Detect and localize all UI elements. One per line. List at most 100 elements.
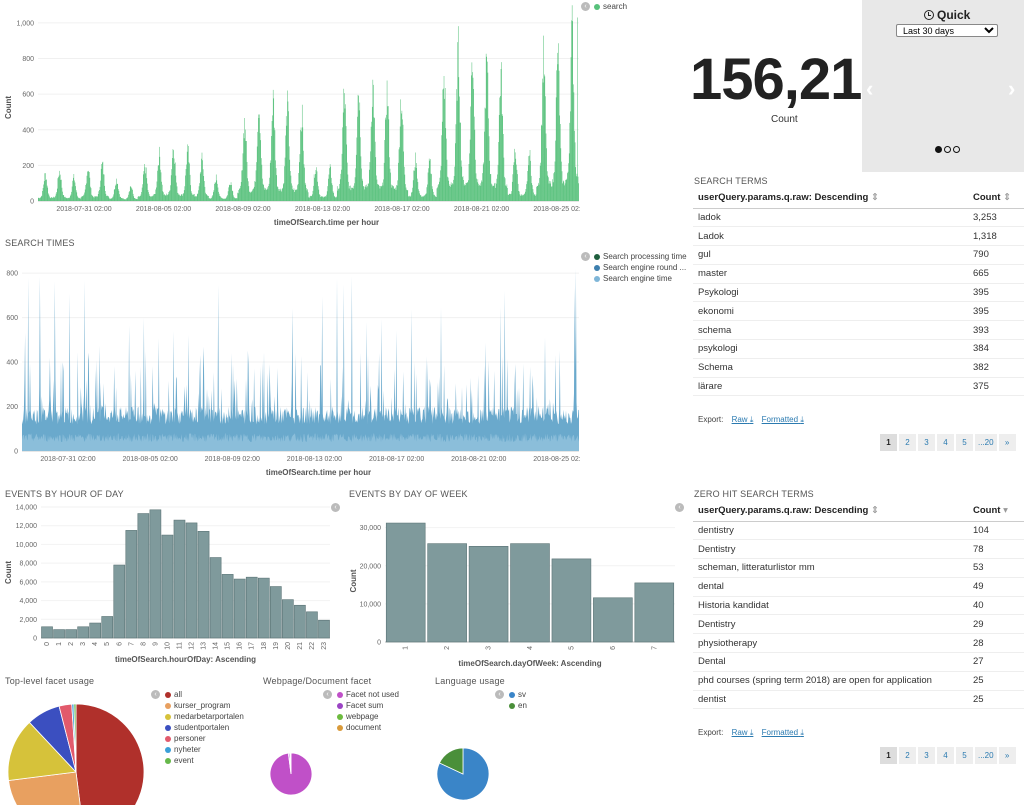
term-cell[interactable]: dentistry xyxy=(693,521,968,541)
table-row[interactable]: dentist 25 xyxy=(693,690,1024,710)
term-cell[interactable]: psykologi xyxy=(693,339,968,359)
carousel-dot-active[interactable] xyxy=(935,146,942,153)
legend-item[interactable]: ‹ Search processing time xyxy=(581,251,687,262)
page-button[interactable]: 4 xyxy=(937,434,954,451)
column-header-term[interactable]: userQuery.params.q.raw: Descending ⇕ xyxy=(693,501,968,522)
legend-item[interactable]: document xyxy=(323,722,399,733)
sort-icon[interactable]: ⇕ xyxy=(871,192,879,204)
table-row[interactable]: dental 49 xyxy=(693,577,1024,597)
export-raw-link[interactable]: Raw ⤓ xyxy=(731,728,754,738)
table-row[interactable]: Ladok 1,318 xyxy=(693,226,1024,247)
table-row[interactable]: Dentistry 78 xyxy=(693,539,1024,560)
page-button[interactable]: 2 xyxy=(899,747,916,764)
zero-hit-table: userQuery.params.q.raw: Descending ⇕ Cou… xyxy=(693,501,1024,710)
page-button[interactable]: 3 xyxy=(918,747,935,764)
y-tick-label: 8,000 xyxy=(19,561,37,568)
term-cell[interactable]: Dental xyxy=(693,652,968,672)
term-cell[interactable]: schema xyxy=(693,320,968,341)
carousel-next-icon[interactable]: › xyxy=(1008,76,1016,101)
table-row[interactable]: Schema 382 xyxy=(693,358,1024,378)
page-button[interactable]: 2 xyxy=(899,434,916,451)
term-cell[interactable]: dentist xyxy=(693,690,968,710)
term-cell[interactable]: Ladok xyxy=(693,226,968,247)
table-row[interactable]: scheman, litteraturlistor mm 53 xyxy=(693,558,1024,578)
term-cell[interactable]: phd courses (spring term 2018) are open … xyxy=(693,671,968,691)
legend-item[interactable]: Search engine time xyxy=(581,273,687,284)
page-button[interactable]: 5 xyxy=(956,434,973,451)
page-button-active[interactable]: 1 xyxy=(880,747,897,764)
export-formatted-link[interactable]: Formatted ⤓ xyxy=(761,728,804,738)
page-button[interactable]: 4 xyxy=(937,747,954,764)
term-cell[interactable]: ladok xyxy=(693,208,968,228)
week-legend-toggle-right-icon[interactable]: ‹ xyxy=(675,503,684,512)
table-row[interactable]: phd courses (spring term 2018) are open … xyxy=(693,671,1024,691)
term-cell[interactable]: physiotherapy xyxy=(693,633,968,654)
legend-item[interactable]: medarbetarportalen xyxy=(151,711,244,722)
legend-item[interactable]: personer xyxy=(151,733,244,744)
term-cell[interactable]: scheman, litteraturlistor mm xyxy=(693,558,968,578)
table-row[interactable]: physiotherapy 28 xyxy=(693,633,1024,654)
term-cell[interactable]: dental xyxy=(693,577,968,597)
page-button[interactable]: » xyxy=(998,747,1016,764)
export-formatted-link[interactable]: Formatted ⤓ xyxy=(761,415,804,425)
term-cell[interactable]: master xyxy=(693,264,968,284)
table-row[interactable]: psykologi 384 xyxy=(693,339,1024,359)
legend-toggle-icon[interactable]: ‹ xyxy=(323,690,332,699)
legend-item[interactable]: ‹ Facet not used xyxy=(323,689,399,700)
sort-icon[interactable]: ⇕ xyxy=(871,505,879,517)
legend-item[interactable]: event xyxy=(151,755,244,766)
table-row[interactable]: schema 393 xyxy=(693,320,1024,341)
table-row[interactable]: gul 790 xyxy=(693,245,1024,265)
table-row[interactable]: Historia kandidat 40 xyxy=(693,596,1024,616)
table-row[interactable]: lärare 375 xyxy=(693,377,1024,397)
term-cell[interactable]: lärare xyxy=(693,377,968,397)
column-header-count[interactable]: Count ▾ xyxy=(968,501,1024,522)
legend-toggle-icon[interactable]: ‹ xyxy=(581,2,590,11)
term-cell[interactable]: Dentistry xyxy=(693,614,968,635)
legend-item[interactable]: Facet sum xyxy=(323,700,399,711)
column-header-term[interactable]: userQuery.params.q.raw: Descending ⇕ xyxy=(693,188,968,209)
table-row[interactable]: ekonomi 395 xyxy=(693,301,1024,322)
term-cell[interactable]: Historia kandidat xyxy=(693,596,968,616)
time-range-select[interactable]: Last 30 days xyxy=(896,24,998,37)
table-row[interactable]: Psykologi 395 xyxy=(693,283,1024,303)
y-tick-label: 400 xyxy=(6,360,18,367)
legend-item[interactable]: studentportalen xyxy=(151,722,244,733)
week-legend-toggle-icon[interactable]: ‹ xyxy=(331,503,340,512)
page-button[interactable]: ...20 xyxy=(975,434,997,451)
bar xyxy=(468,546,509,643)
legend-toggle-icon[interactable]: ‹ xyxy=(151,690,160,699)
term-cell[interactable]: gul xyxy=(693,245,968,265)
table-row[interactable]: Dentistry 29 xyxy=(693,614,1024,635)
term-cell[interactable]: Psykologi xyxy=(693,283,968,303)
page-button[interactable]: ...20 xyxy=(975,747,997,764)
legend-item[interactable]: ‹ all xyxy=(151,689,244,700)
table-row[interactable]: Dental 27 xyxy=(693,652,1024,672)
legend-item[interactable]: ‹ sv xyxy=(495,689,527,700)
legend-item[interactable]: nyheter xyxy=(151,744,244,755)
page-button-active[interactable]: 1 xyxy=(880,434,897,451)
page-button[interactable]: » xyxy=(998,434,1016,451)
page-button[interactable]: 3 xyxy=(918,434,935,451)
carousel-dot[interactable] xyxy=(944,146,951,153)
term-cell[interactable]: Schema xyxy=(693,358,968,378)
sort-icon[interactable]: ⇕ xyxy=(1003,192,1012,204)
legend-item[interactable]: en xyxy=(495,700,527,711)
carousel-dot[interactable] xyxy=(953,146,960,153)
table-row[interactable]: ladok 3,253 xyxy=(693,208,1024,228)
export-raw-link[interactable]: Raw ⤓ xyxy=(731,415,754,425)
legend-toggle-icon[interactable]: ‹ xyxy=(581,252,590,261)
term-cell[interactable]: Dentistry xyxy=(693,539,968,560)
legend-toggle-icon[interactable]: ‹ xyxy=(495,690,504,699)
carousel-prev-icon[interactable]: ‹ xyxy=(866,76,874,101)
column-header-count[interactable]: Count ⇕ xyxy=(968,188,1024,209)
legend-item[interactable]: Search engine round ... xyxy=(581,262,687,273)
sort-desc-icon[interactable]: ▾ xyxy=(1003,505,1008,517)
legend-item[interactable]: kurser_program xyxy=(151,700,244,711)
count-cell: 49 xyxy=(968,577,1024,597)
table-row[interactable]: dentistry 104 xyxy=(693,521,1024,541)
page-button[interactable]: 5 xyxy=(956,747,973,764)
term-cell[interactable]: ekonomi xyxy=(693,301,968,322)
legend-item[interactable]: webpage xyxy=(323,711,399,722)
table-row[interactable]: master 665 xyxy=(693,264,1024,284)
